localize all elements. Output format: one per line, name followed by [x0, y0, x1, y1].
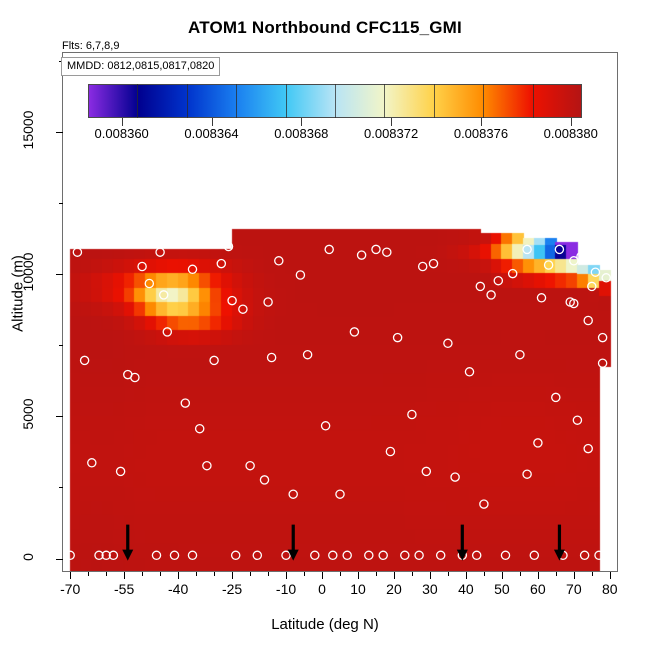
colorbar-tick-label: 0.008364	[184, 126, 239, 141]
x-axis-tick	[286, 572, 288, 579]
x-axis-tick-label: 0	[318, 581, 326, 597]
x-axis-tick	[232, 572, 234, 579]
page-title: ATOM1 Northbound CFC115_GMI	[188, 18, 462, 37]
colorbar-tick-label: 0.008380	[543, 126, 598, 141]
x-axis-minor-tick	[555, 572, 557, 576]
x-axis-minor-tick	[214, 572, 216, 576]
x-axis-tick	[429, 572, 431, 579]
x-axis-minor-tick	[250, 572, 252, 576]
x-axis-tick-label: 20	[386, 581, 402, 597]
x-axis-minor-tick	[196, 572, 198, 576]
colorbar-tick	[570, 118, 572, 126]
x-axis-tick-label: 10	[350, 581, 366, 597]
x-axis-tick-label: 40	[458, 581, 474, 597]
y-axis-title: Altitude (m)	[9, 255, 27, 332]
x-axis-tick-label: 60	[530, 581, 546, 597]
x-axis-minor-tick	[591, 572, 593, 576]
x-axis-tick-label: -25	[221, 581, 243, 597]
x-axis-tick	[465, 572, 467, 579]
x-axis-tick-label: -10	[275, 581, 297, 597]
x-axis-title: Latitude (deg N)	[271, 616, 379, 633]
y-axis-minor-tick	[59, 202, 63, 204]
y-axis-tick	[56, 558, 63, 560]
x-axis-minor-tick	[142, 572, 144, 576]
y-axis-tick	[56, 416, 63, 418]
y-axis-labels: 0 5000 10000 15000	[0, 52, 54, 572]
x-axis-minor-tick	[106, 572, 108, 576]
heatmap-area	[63, 53, 617, 571]
colorbar	[88, 84, 582, 118]
y-axis-minor-tick	[59, 487, 63, 489]
colorbar-tick	[301, 118, 303, 126]
y-axis-tick-label: 5000	[20, 398, 36, 430]
x-axis-tick	[70, 572, 72, 579]
x-axis-minor-tick	[88, 572, 90, 576]
y-axis-minor-tick	[59, 345, 63, 347]
colorbar-tick	[480, 118, 482, 126]
flights-label: Flts: 6,7,8,9	[62, 40, 120, 52]
x-axis-tick	[357, 572, 359, 579]
x-axis-tick-label: 30	[422, 581, 438, 597]
colorbar-tick	[211, 118, 213, 126]
x-axis-minor-tick	[447, 572, 449, 576]
x-axis-tick	[178, 572, 180, 579]
x-axis-tick	[501, 572, 503, 579]
x-axis-tick	[322, 572, 323, 579]
colorbar-tick-labels: 0.008360 0.008364 0.008368 0.008372 0.008376…	[88, 126, 598, 144]
x-axis-minor-tick	[519, 572, 521, 576]
x-axis-tick-label: -55	[114, 581, 135, 597]
y-axis-tick	[56, 274, 63, 275]
colorbar-tick-label: 0.008360	[94, 126, 149, 141]
colorbar-tick-label: 0.008372	[364, 126, 419, 141]
y-axis	[55, 52, 63, 572]
x-axis-minor-tick	[268, 572, 270, 576]
x-axis-tick	[609, 572, 611, 579]
heatmap-canvas	[63, 53, 617, 571]
colorbar-tick-label: 0.008376	[453, 126, 509, 141]
colorbar-tick	[121, 118, 123, 126]
colorbar-gradient	[88, 84, 582, 118]
y-axis-tick-label: 15000	[20, 110, 36, 150]
colorbar-tick-label: 0.008368	[274, 126, 329, 141]
x-axis-tick	[124, 572, 126, 579]
x-axis-tick-label: 50	[494, 581, 510, 597]
x-axis-tick	[537, 572, 539, 579]
colorbar-ticks	[88, 118, 582, 127]
mmdd-annotation-box: MMDD: 0812,0815,0817,0820	[61, 57, 221, 76]
x-axis-tick-label: 70	[566, 581, 582, 597]
x-axis: -70 -55 -40 -25 -10 0 10 20 30 40 50 60 70 80	[60, 572, 618, 600]
colorbar-tick	[391, 118, 393, 126]
y-axis-tick-label: 0	[20, 552, 36, 561]
x-axis-tick-label: 80	[602, 581, 618, 597]
x-axis-tick-label: -40	[167, 581, 189, 597]
x-axis-minor-tick	[483, 572, 485, 576]
x-axis-minor-tick	[411, 572, 413, 576]
x-axis-tick	[393, 572, 395, 579]
x-axis-tick-label: -70	[60, 581, 81, 597]
x-axis-minor-tick	[340, 572, 341, 576]
y-axis-tick	[56, 131, 63, 133]
x-axis-minor-tick	[375, 572, 377, 576]
x-axis-minor-tick	[160, 572, 162, 576]
x-axis-minor-tick	[304, 572, 306, 576]
x-axis-tick	[573, 572, 575, 579]
